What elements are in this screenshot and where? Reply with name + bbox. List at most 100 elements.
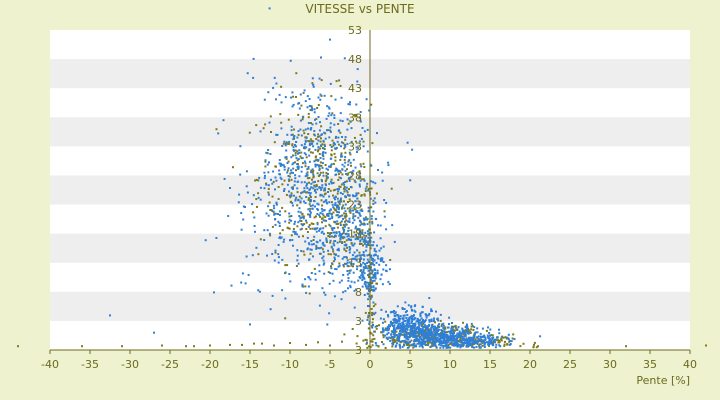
data-point	[312, 85, 315, 88]
data-point	[412, 346, 415, 349]
data-point	[311, 178, 313, 181]
data-point	[295, 141, 297, 143]
data-point	[315, 155, 318, 158]
data-point	[447, 346, 449, 349]
x-tick-label: -30	[121, 358, 139, 371]
data-point	[340, 183, 343, 186]
data-point	[349, 101, 351, 104]
data-point	[396, 325, 399, 328]
data-point	[404, 327, 407, 330]
data-point	[300, 220, 303, 222]
data-point	[274, 176, 277, 179]
data-point	[366, 258, 369, 261]
data-point	[345, 189, 348, 192]
data-point	[290, 194, 293, 197]
data-point	[336, 248, 339, 251]
data-point	[292, 146, 295, 149]
data-point	[430, 330, 433, 333]
data-point	[319, 161, 322, 164]
data-point	[477, 335, 480, 338]
data-point	[479, 346, 482, 349]
x-tick-label: -5	[325, 358, 336, 371]
data-point	[427, 335, 430, 338]
data-point	[374, 273, 377, 276]
data-point	[295, 265, 298, 267]
data-point	[362, 270, 365, 273]
data-point	[259, 238, 262, 241]
data-point	[363, 130, 366, 133]
data-point	[363, 282, 366, 285]
data-point	[300, 104, 303, 107]
data-point	[435, 331, 438, 334]
data-point	[337, 179, 340, 181]
data-point	[324, 293, 327, 296]
data-point	[363, 277, 366, 280]
data-point	[351, 254, 354, 257]
data-point	[307, 133, 310, 135]
data-point	[503, 343, 506, 346]
data-point	[281, 163, 284, 166]
data-point	[411, 320, 414, 323]
data-point	[424, 336, 427, 339]
data-point	[297, 152, 299, 155]
data-point	[413, 331, 415, 334]
data-point	[370, 294, 373, 297]
data-point	[342, 263, 345, 266]
data-point	[358, 254, 361, 257]
data-point	[285, 157, 288, 160]
data-point	[358, 212, 361, 215]
data-point	[351, 257, 354, 260]
data-point	[356, 80, 359, 83]
data-point	[313, 267, 316, 270]
data-point	[435, 310, 437, 313]
data-point	[413, 332, 416, 335]
data-point	[333, 207, 336, 210]
data-point	[325, 117, 328, 120]
data-point	[442, 338, 445, 341]
data-point	[331, 229, 334, 231]
data-point	[489, 328, 492, 331]
data-point	[403, 344, 406, 347]
data-point	[384, 320, 387, 323]
data-point	[338, 234, 341, 237]
data-point	[380, 331, 383, 334]
data-point	[365, 339, 368, 342]
data-point	[322, 263, 325, 266]
data-point	[381, 327, 384, 330]
data-point	[290, 129, 293, 132]
data-point	[333, 256, 336, 259]
data-point	[330, 213, 333, 216]
data-point	[275, 82, 278, 85]
data-point	[395, 320, 398, 323]
data-point	[434, 332, 437, 335]
data-point	[369, 255, 372, 258]
data-point	[353, 219, 356, 222]
data-point	[442, 332, 445, 335]
data-point	[423, 326, 426, 329]
data-point	[336, 192, 339, 195]
data-point	[460, 339, 463, 342]
data-point	[347, 122, 350, 125]
data-point	[486, 334, 489, 337]
data-point	[277, 186, 280, 188]
data-point	[420, 331, 423, 334]
data-point	[338, 185, 341, 188]
data-point	[313, 200, 316, 202]
y-tick-label: 38	[348, 111, 362, 124]
data-point	[449, 332, 452, 335]
data-point	[348, 210, 351, 213]
data-point	[344, 210, 347, 213]
data-point	[395, 318, 398, 321]
data-point	[309, 215, 312, 218]
data-point	[259, 198, 262, 201]
data-point	[424, 313, 427, 316]
data-point	[390, 333, 393, 336]
data-point	[391, 345, 394, 348]
data-point	[303, 147, 305, 149]
data-point	[277, 220, 280, 223]
data-point	[308, 98, 311, 100]
data-point	[291, 143, 294, 146]
data-point	[382, 336, 385, 339]
data-point	[323, 131, 326, 134]
data-point	[393, 335, 396, 338]
